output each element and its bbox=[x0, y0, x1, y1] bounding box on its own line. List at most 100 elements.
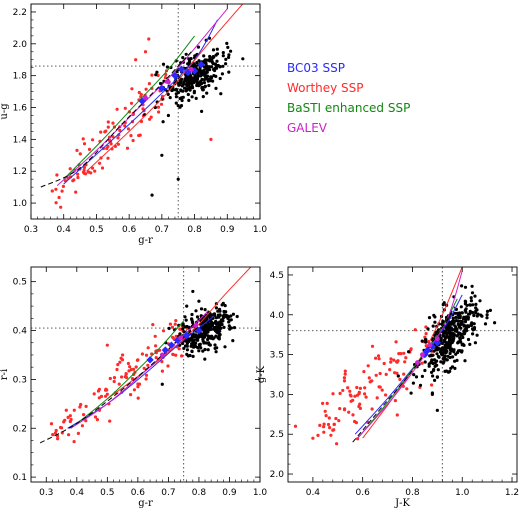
worthey-point bbox=[388, 368, 392, 372]
worthey-point bbox=[168, 322, 172, 326]
worthey-point bbox=[424, 325, 428, 329]
x-axis-label: g-r bbox=[138, 235, 153, 246]
galaxy-point bbox=[451, 355, 455, 359]
galaxy-point bbox=[432, 367, 436, 372]
x-tick-label: 0.8 bbox=[405, 488, 420, 498]
galaxy-point bbox=[208, 314, 212, 318]
worthey-point bbox=[343, 369, 347, 373]
galaxy-point bbox=[221, 64, 225, 68]
worthey-point bbox=[109, 142, 113, 146]
worthey-point bbox=[76, 431, 80, 435]
galaxy-point bbox=[468, 309, 472, 313]
worthey-point bbox=[54, 201, 58, 205]
worthey-point bbox=[84, 419, 88, 423]
galaxy-point bbox=[212, 74, 216, 78]
galaxy-point bbox=[187, 337, 192, 341]
worthey-point bbox=[404, 356, 408, 360]
bc03-marker bbox=[161, 346, 170, 354]
galaxy-point bbox=[192, 89, 196, 93]
worthey-point bbox=[209, 137, 213, 141]
worthey-point bbox=[72, 408, 76, 412]
galaxy-point bbox=[165, 65, 169, 69]
galaxy-point bbox=[473, 294, 477, 298]
model-curve-bc03 bbox=[354, 294, 463, 435]
y-tick-label: 3.0 bbox=[270, 390, 285, 400]
worthey-point bbox=[100, 166, 105, 170]
galaxy-point bbox=[431, 374, 435, 378]
galaxy-point bbox=[187, 98, 191, 102]
worthey-point bbox=[356, 393, 360, 397]
galaxy-point bbox=[431, 361, 435, 366]
worthey-point bbox=[174, 319, 178, 323]
worthey-point bbox=[342, 376, 346, 380]
galaxy-point bbox=[442, 346, 446, 350]
galaxy-point bbox=[435, 375, 439, 379]
galaxy-point bbox=[460, 311, 464, 315]
axes-frame bbox=[30, 266, 261, 483]
worthey-point bbox=[84, 404, 88, 408]
worthey-point bbox=[104, 394, 108, 398]
galaxy-point bbox=[466, 315, 470, 319]
x-tick-label: 0.4 bbox=[57, 225, 72, 235]
galaxy-point bbox=[224, 62, 228, 66]
y-tick-label: 4.5 bbox=[270, 271, 284, 281]
galaxy-point bbox=[479, 313, 483, 317]
galaxy-point bbox=[220, 72, 224, 76]
galaxy-point bbox=[174, 87, 178, 91]
galaxy-point bbox=[181, 323, 185, 327]
worthey-point bbox=[116, 142, 120, 146]
galaxy-point bbox=[229, 318, 233, 322]
worthey-point bbox=[341, 388, 345, 393]
galaxy-point bbox=[216, 313, 220, 318]
galaxy-point bbox=[453, 329, 457, 333]
galaxy-point bbox=[231, 339, 235, 343]
galaxy-point bbox=[197, 349, 201, 353]
galaxy-point bbox=[468, 342, 472, 346]
worthey-point bbox=[160, 369, 164, 373]
galaxy-point bbox=[463, 299, 467, 303]
galaxy-point bbox=[227, 70, 231, 74]
worthey-point bbox=[53, 431, 58, 435]
worthey-point bbox=[93, 169, 97, 173]
galaxy-point bbox=[407, 350, 411, 354]
worthey-point bbox=[399, 352, 403, 356]
galaxy-point bbox=[196, 338, 200, 342]
x-tick-label: 1.0 bbox=[455, 488, 470, 498]
x-tick-label: 0.6 bbox=[356, 488, 371, 498]
worthey-point bbox=[105, 343, 109, 347]
galaxy-point bbox=[182, 346, 186, 350]
worthey-point bbox=[71, 179, 75, 183]
worthey-point bbox=[177, 347, 181, 351]
worthey-point bbox=[82, 413, 86, 417]
worthey-point bbox=[137, 90, 141, 95]
galaxy-point bbox=[205, 91, 209, 95]
worthey-point bbox=[332, 422, 336, 426]
galaxy-point bbox=[224, 315, 228, 319]
worthey-point bbox=[293, 424, 298, 428]
worthey-point bbox=[131, 138, 135, 143]
worthey-point bbox=[402, 372, 406, 376]
model-curve-dashed-model bbox=[40, 51, 192, 188]
worthey-point bbox=[368, 380, 372, 384]
galaxy-point bbox=[441, 357, 445, 361]
worthey-point bbox=[121, 353, 125, 357]
galaxy-point bbox=[427, 362, 431, 366]
worthey-point bbox=[112, 376, 117, 380]
worthey-point bbox=[144, 353, 149, 357]
galaxy-point bbox=[221, 54, 225, 58]
galaxy-point bbox=[470, 291, 475, 295]
worthey-point bbox=[119, 356, 123, 360]
galaxy-point bbox=[174, 95, 178, 99]
galaxy-point bbox=[212, 67, 216, 72]
galaxy-point bbox=[445, 358, 449, 362]
worthey-point bbox=[367, 376, 371, 380]
galaxy-point bbox=[218, 325, 222, 329]
galaxy-point bbox=[202, 81, 206, 85]
galaxy-point bbox=[189, 57, 193, 61]
worthey-point bbox=[403, 360, 407, 364]
galaxy-point bbox=[154, 73, 158, 77]
galaxy-point bbox=[456, 322, 460, 326]
worthey-point bbox=[154, 344, 158, 348]
worthey-point bbox=[136, 358, 140, 362]
galaxy-point bbox=[472, 322, 476, 326]
